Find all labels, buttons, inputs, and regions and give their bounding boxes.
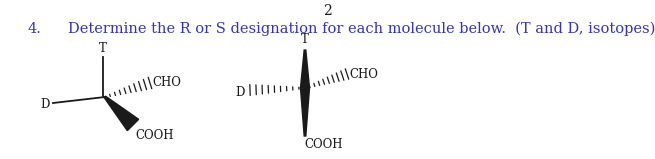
Text: T: T [301, 33, 309, 46]
Polygon shape [301, 50, 310, 88]
Text: D: D [41, 98, 50, 111]
Text: CHO: CHO [349, 68, 378, 80]
Text: CHO: CHO [152, 76, 181, 90]
Polygon shape [301, 88, 310, 136]
Text: T: T [99, 42, 107, 55]
Text: COOH: COOH [135, 129, 174, 142]
Text: 4.: 4. [28, 22, 42, 36]
Text: 2: 2 [323, 4, 332, 18]
Text: D: D [236, 86, 245, 98]
Text: COOH: COOH [304, 138, 343, 151]
Text: Determine the R or S designation for each molecule below.  (T and D, isotopes): Determine the R or S designation for eac… [68, 22, 655, 36]
Polygon shape [104, 96, 139, 131]
